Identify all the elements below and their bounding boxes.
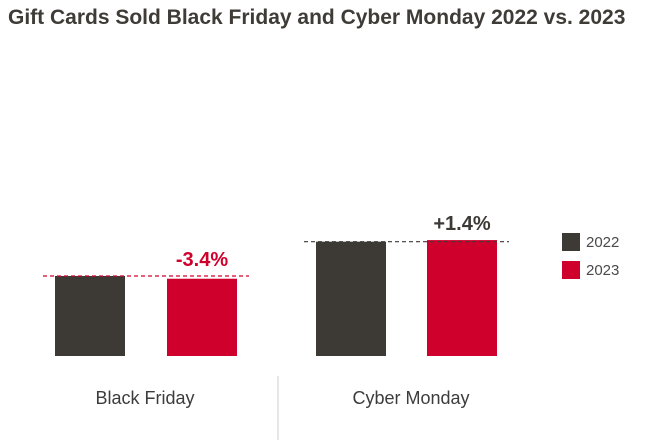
chart-title: Gift Cards Sold Black Friday and Cyber M… (8, 6, 626, 29)
legend-label-2022: 2022 (586, 233, 620, 251)
legend-label-2023: 2023 (586, 261, 620, 279)
legend-item-2022: 2022 (562, 233, 619, 251)
legend-item-2023: 2023 (562, 261, 619, 279)
legend-swatch-2023 (562, 261, 580, 279)
bar-black-friday-2022 (55, 276, 125, 356)
bar-black-friday-2023 (167, 278, 237, 356)
bar-cyber-monday-2022 (316, 241, 386, 356)
change-label-black-friday: -3.4% (176, 249, 228, 271)
category-label-black-friday: Black Friday (95, 388, 195, 408)
change-label-cyber-monday: +1.4% (433, 213, 490, 235)
category-label-cyber-monday: Cyber Monday (352, 388, 470, 408)
legend-swatch-2022 (562, 233, 580, 251)
bar-cyber-monday-2023 (427, 240, 497, 356)
